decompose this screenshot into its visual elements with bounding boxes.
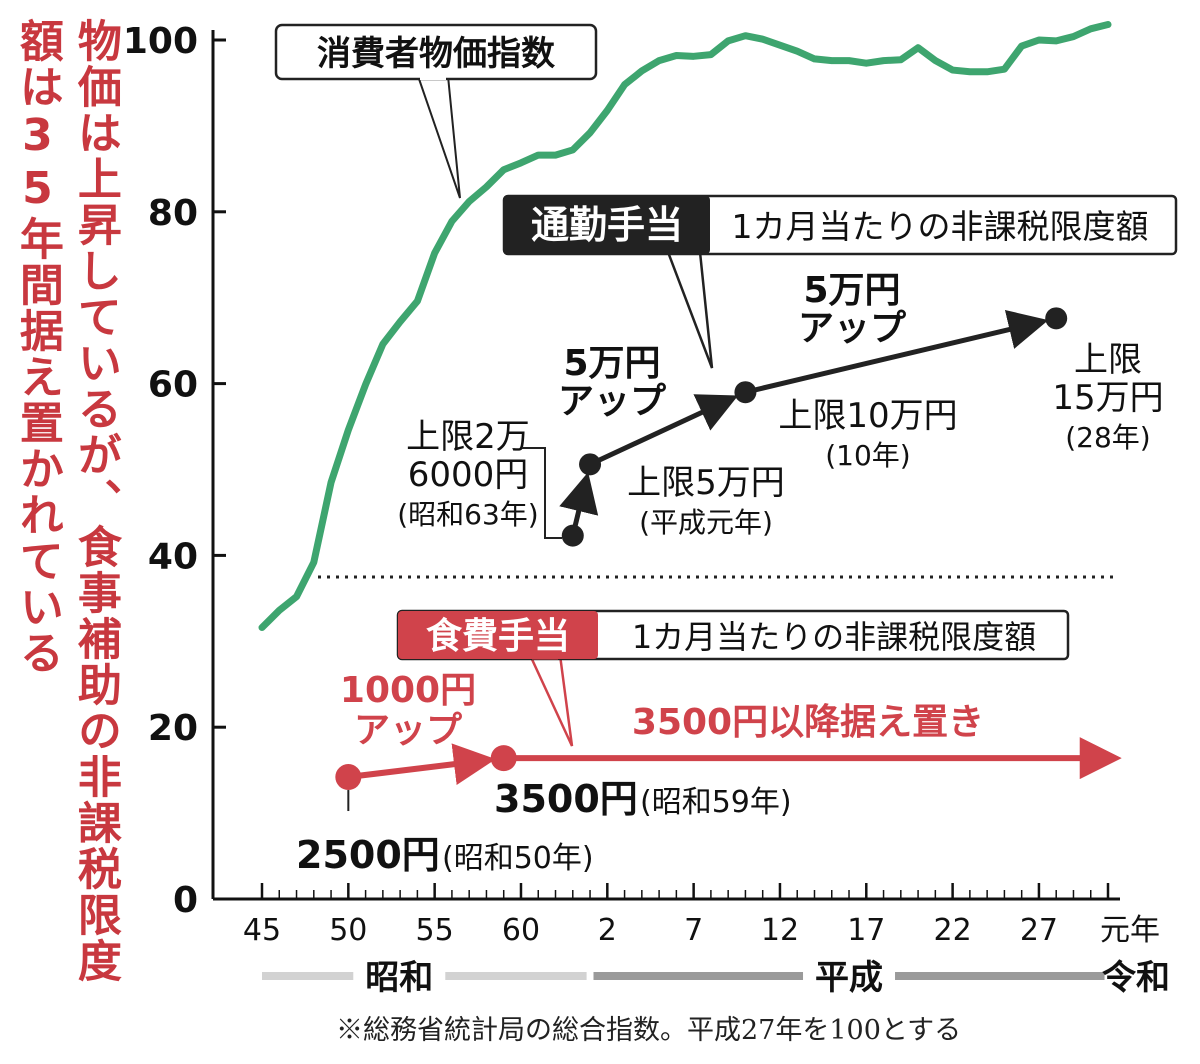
- x-tick-label: 22: [934, 913, 972, 948]
- cpi-label-pointer: [417, 75, 461, 199]
- x-tick-label: 60: [502, 913, 540, 948]
- meal-point-amount: 2500円: [296, 833, 440, 877]
- meal-up-annotation: 1000円: [340, 670, 476, 711]
- x-tick-label: 12: [761, 913, 799, 948]
- commute-up-annotation: 5万円: [803, 270, 900, 311]
- commute-arrow: [588, 394, 739, 467]
- commute-point-label: 上限10万円: [778, 396, 957, 436]
- commute-point-label: (平成元年): [639, 506, 773, 539]
- commute-point-label: (28年): [1065, 421, 1150, 454]
- meal-box-title-bg: [398, 611, 598, 659]
- y-tick-label: 80: [148, 193, 198, 234]
- commute-point-label: 15万円: [1052, 378, 1163, 418]
- meal-point-year: (昭和59年): [640, 785, 792, 820]
- commute-box-pointer: [666, 251, 714, 369]
- meal-flat-annotation: 3500円以降据え置き: [632, 702, 984, 743]
- commute-up-annotation: 5万円: [563, 343, 660, 384]
- commute-point-label: (10年): [825, 439, 910, 472]
- x-tick-label: 元年: [1100, 913, 1160, 948]
- meal-box-title: 食費手当: [426, 616, 570, 657]
- y-tick-label: 60: [148, 365, 198, 406]
- y-tick-label: 100: [123, 21, 198, 62]
- x-tick-label: 50: [329, 913, 367, 948]
- x-tick-label: 45: [243, 913, 281, 948]
- commute-point-label: (昭和63年): [397, 498, 538, 531]
- commute-arrow: [744, 309, 1049, 395]
- era-label: 平成: [815, 958, 883, 998]
- commute-box-title: 通勤手当: [531, 203, 683, 247]
- headline-line-1: 物価は上昇しているが、食事補助の非課税限度: [69, 18, 121, 984]
- commute-point-label: 6000円: [408, 455, 529, 495]
- commute-up-annotation: アップ: [558, 381, 666, 422]
- commute-point: [561, 524, 584, 547]
- commute-point: [1045, 307, 1068, 330]
- era-label: 令和: [1102, 958, 1170, 998]
- meal-box-subtitle: 1カ月当たりの非課税限度額: [632, 618, 1036, 656]
- meal-point-amount: 3500円: [494, 777, 638, 821]
- meal-up-annotation: アップ: [354, 710, 462, 751]
- commute-point: [734, 381, 757, 404]
- commute-box-title-bg: [504, 196, 710, 254]
- x-tick-label: 55: [416, 913, 454, 948]
- commute-up-annotation: アップ: [798, 308, 906, 349]
- source-note: ※総務省統計局の総合指数。平成27年を100とする: [336, 1015, 962, 1046]
- headline-line-2: 額は35年間据え置かれている: [11, 18, 63, 676]
- meal-arrow: [347, 743, 496, 786]
- cpi-label-text: 消費者物価指数: [317, 34, 555, 74]
- era-label: 昭和: [365, 958, 433, 998]
- commute-point: [579, 453, 602, 476]
- x-tick-label: 27: [1020, 913, 1058, 948]
- y-tick-label: 40: [148, 536, 198, 577]
- x-tick-label: 2: [598, 913, 617, 948]
- y-tick-label: 20: [148, 708, 198, 749]
- meal-point-year: (昭和50年): [442, 841, 594, 876]
- commute-point-label: 上限: [1074, 340, 1142, 380]
- commute-box-subtitle: 1カ月当たりの非課税限度額: [732, 207, 1149, 246]
- cpi-series-line: [258, 21, 1112, 632]
- x-tick-label: 17: [847, 913, 885, 948]
- y-tick-label: 0: [173, 880, 198, 921]
- commute-label-bracket: [522, 447, 562, 539]
- meal-point: [490, 745, 517, 772]
- x-tick-label: 7: [684, 913, 703, 948]
- commute-point-label: 上限5万円: [627, 463, 785, 503]
- commute-point-label: 上限2万: [406, 417, 530, 457]
- meal-box-pointer: [528, 654, 574, 747]
- meal-point: [335, 764, 362, 791]
